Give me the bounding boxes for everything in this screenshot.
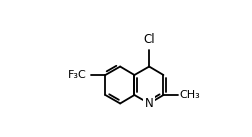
Text: F₃C: F₃C xyxy=(68,70,87,80)
Text: N: N xyxy=(144,97,153,110)
Text: CH₃: CH₃ xyxy=(179,90,200,100)
Text: Cl: Cl xyxy=(143,33,154,46)
